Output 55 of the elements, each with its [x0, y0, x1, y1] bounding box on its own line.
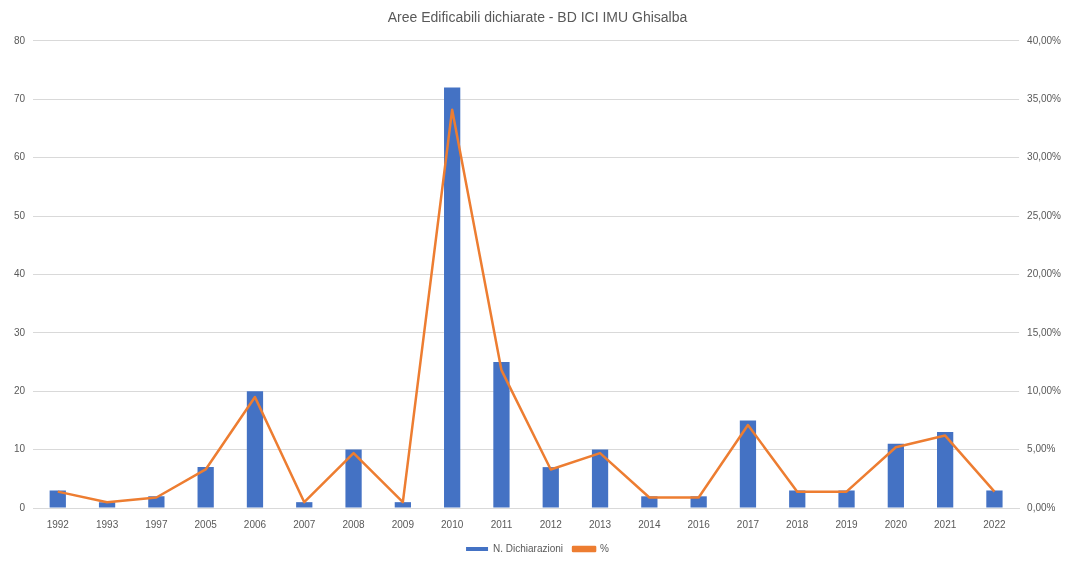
y2-tick-label: 15,00% — [1027, 326, 1062, 338]
x-tick-label: 1993 — [95, 518, 119, 530]
bar — [493, 362, 510, 508]
x-tick-label: 2012 — [539, 518, 563, 530]
x-tick-label: 2010 — [441, 518, 464, 530]
y-tick-label: 70 — [14, 92, 26, 104]
x-tick-label: 2019 — [835, 518, 859, 530]
bar — [345, 449, 362, 508]
x-tick-label: 2007 — [293, 518, 316, 530]
bar — [49, 490, 66, 508]
y2-tick-label: 20,00% — [1027, 268, 1062, 280]
y-tick-label: 0 — [19, 501, 26, 513]
x-tick-label: 2018 — [786, 518, 809, 530]
x-tick-label: 2009 — [391, 518, 415, 530]
x-tick-label: 2020 — [884, 518, 908, 530]
y-tick-label: 60 — [14, 151, 26, 163]
x-tick-label: 2006 — [243, 518, 267, 530]
y2-tick-label: 30,00% — [1027, 151, 1062, 163]
bar — [542, 467, 559, 508]
y-tick-label: 80 — [14, 34, 26, 46]
bar — [296, 502, 313, 508]
x-tick-label: 2016 — [687, 518, 711, 530]
bar — [739, 420, 757, 508]
chart-title: Aree Edificabili dichiarate - BD ICI IMU Ghisalba — [387, 9, 688, 26]
y-tick-label: 20 — [14, 384, 26, 396]
x-tick-label: 2011 — [490, 518, 513, 530]
x-tick-label: 1992 — [46, 518, 70, 530]
y2-tick-label: 5,00% — [1027, 443, 1056, 455]
bar — [937, 432, 954, 508]
bar — [246, 391, 264, 508]
y-tick-label: 10 — [14, 443, 26, 455]
x-tick-label: 2005 — [194, 518, 218, 530]
x-tick-label: 2014 — [638, 518, 661, 530]
bar — [887, 443, 904, 508]
y2-tick-label: 40,00% — [1027, 34, 1062, 46]
y-tick-label: 50 — [14, 209, 26, 221]
x-tick-label: 2021 — [934, 518, 957, 530]
bar — [197, 467, 214, 508]
y-tick-label: 30 — [14, 326, 26, 338]
x-tick-label: 2022 — [983, 518, 1006, 530]
legend-label: % — [600, 542, 610, 554]
legend-label: N. Dichiarazioni — [493, 542, 564, 554]
y2-tick-label: 35,00% — [1027, 92, 1062, 104]
x-tick-label: 2013 — [588, 518, 612, 530]
bar — [986, 490, 1003, 508]
bar — [394, 502, 411, 508]
bar — [444, 87, 461, 508]
y2-tick-label: 0,00% — [1027, 501, 1056, 513]
bar — [591, 449, 609, 508]
x-tick-label: 2008 — [342, 518, 366, 530]
y2-tick-label: 10,00% — [1027, 384, 1062, 396]
x-tick-label: 2017 — [736, 518, 760, 530]
x-tick-label: 1997 — [145, 518, 168, 530]
y2-tick-label: 25,00% — [1027, 209, 1062, 221]
y-tick-label: 40 — [14, 268, 26, 280]
